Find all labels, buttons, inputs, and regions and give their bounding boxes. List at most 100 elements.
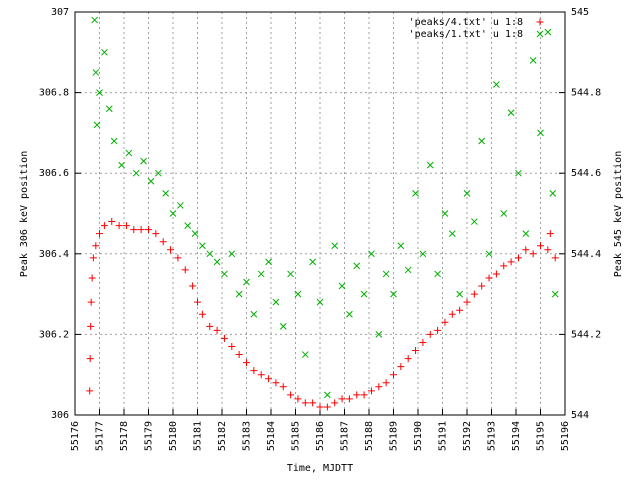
point (500, 210, 508, 217)
x-tick-label: 55183 (242, 421, 253, 451)
point (434, 270, 441, 278)
point (228, 342, 236, 350)
y-tick-label: 307 (51, 7, 69, 18)
point (493, 81, 500, 88)
x-axis-label: Time, MJDTT (287, 463, 353, 474)
point (220, 334, 228, 342)
point (87, 322, 95, 330)
point (137, 226, 145, 234)
x-tick-label: 55193 (487, 421, 498, 451)
point (235, 290, 243, 298)
point (86, 355, 94, 363)
point (323, 403, 331, 411)
point (426, 330, 434, 338)
point (448, 310, 456, 318)
point (463, 189, 471, 197)
point (174, 254, 182, 262)
point (456, 306, 464, 314)
point (441, 210, 449, 217)
y2-tick-label: 544.2 (571, 329, 601, 340)
point (522, 230, 530, 238)
point (122, 222, 130, 230)
point (198, 310, 206, 318)
point (206, 322, 214, 330)
point (485, 250, 493, 258)
point (419, 338, 427, 346)
point (331, 242, 339, 250)
point (199, 242, 206, 250)
point (485, 274, 493, 282)
point (316, 298, 324, 306)
point (507, 109, 515, 117)
x-tick-label: 55192 (462, 421, 473, 451)
point (412, 189, 419, 197)
point (235, 351, 243, 359)
point (89, 254, 97, 262)
point (353, 391, 361, 399)
x-tick-label: 55194 (511, 421, 522, 451)
point (382, 379, 390, 387)
point (316, 403, 324, 411)
point (189, 282, 197, 290)
y2-tick-label: 544.4 (571, 249, 601, 260)
x-tick-label: 55188 (364, 421, 375, 451)
point (162, 189, 170, 197)
point (338, 395, 346, 403)
point (87, 298, 95, 306)
point (272, 298, 280, 306)
point (257, 371, 265, 379)
point (184, 222, 192, 229)
point (456, 290, 464, 298)
point (470, 218, 478, 225)
point (294, 290, 302, 298)
plot-frame (74, 11, 566, 416)
point (404, 355, 412, 363)
point (243, 359, 250, 367)
point (346, 310, 353, 318)
point (338, 282, 346, 290)
point (115, 222, 123, 230)
x-tick-label: 55186 (315, 421, 326, 451)
point (272, 379, 280, 387)
point (353, 262, 361, 270)
x-tick-label: 55187 (340, 421, 351, 451)
point (434, 326, 442, 334)
point (265, 375, 273, 383)
y-tick-label: 306.4 (39, 249, 69, 260)
x-tick-label: 55178 (119, 421, 130, 451)
point (390, 290, 397, 298)
point (382, 270, 390, 278)
point (412, 347, 420, 355)
point (125, 149, 133, 157)
point (118, 161, 125, 169)
point (154, 169, 162, 177)
point (243, 278, 250, 286)
point (515, 169, 522, 177)
x-tick-label: 55181 (193, 421, 204, 451)
y2-tick-label: 544 (571, 410, 589, 421)
point (441, 318, 449, 326)
point (152, 230, 160, 238)
y2-tick-label: 544.8 (571, 88, 601, 99)
point (360, 391, 368, 399)
point (375, 331, 383, 338)
x-tick-label: 55189 (389, 421, 400, 451)
point (544, 28, 552, 36)
x-tick-label: 55191 (438, 421, 449, 451)
point (331, 399, 339, 407)
point (367, 387, 375, 395)
legend-label: 'peaks/4.txt' u 1:8 (409, 17, 523, 28)
point (463, 298, 471, 306)
point (294, 395, 302, 403)
legend-label: 'peaks/1.txt' u 1:8 (409, 29, 523, 40)
x-tick-label: 55182 (217, 421, 228, 451)
point (390, 371, 397, 379)
x-tick-label: 55177 (95, 421, 106, 451)
point (492, 270, 500, 278)
point (507, 258, 515, 266)
point (287, 391, 295, 399)
point (404, 266, 412, 274)
x-tick-label: 55184 (266, 421, 277, 451)
point (397, 242, 405, 250)
